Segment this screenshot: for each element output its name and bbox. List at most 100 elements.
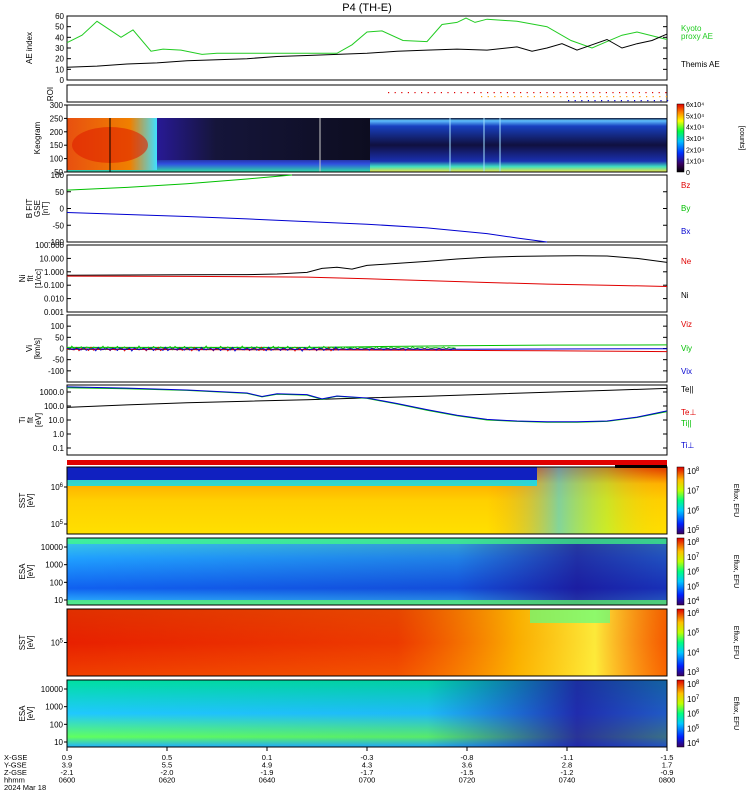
roi-point [660, 100, 662, 102]
velocity-noise-2 [66, 346, 456, 352]
roi-point [625, 92, 627, 94]
ae-ytick-label: 0 [60, 76, 65, 85]
esa-eflux-1-colorbar-tick: 107 [687, 553, 700, 562]
roi-point [579, 92, 581, 94]
x-tick-label: 2.8 [562, 761, 572, 770]
x-tick-label: 4.3 [362, 761, 372, 770]
temperature-ytick-label: 100.0 [44, 402, 65, 411]
bfield-legend-1: By [681, 204, 690, 213]
roi-point [574, 100, 576, 102]
velocity-ytick-label: 50 [55, 333, 64, 342]
figure-title: P4 (TH-E) [342, 2, 392, 14]
svg-text:SST: SST [18, 493, 27, 509]
x-row-label: X-GSE [4, 753, 27, 762]
esa-eflux-2-ytick-label: 10 [54, 738, 63, 747]
density-plot: 0.001 0.010 0.100 1.000 10.000 100.000 [35, 241, 668, 317]
keogram-ylabel: Keogram [33, 121, 42, 154]
roi-point [500, 96, 502, 98]
x-tick-label: 0700 [359, 776, 376, 785]
esa-eflux-1-colorbar-label: Eflux, EFU [732, 555, 739, 588]
roi-point [407, 92, 409, 94]
bfield-legend-0: Bz [681, 181, 690, 190]
x-row-label: 2024 Mar 18 [4, 783, 46, 792]
x-tick-label: 0640 [259, 776, 276, 785]
velocity-legend-0: Viz [681, 320, 692, 329]
density-ytick-label: 10.000 [40, 254, 65, 263]
esa-eflux-1-colorbar-tick: 108 [687, 538, 700, 547]
roi-point [487, 92, 489, 94]
keogram-colorbar-tick: 2x10⁴ [686, 147, 704, 154]
roi-point [626, 96, 628, 98]
ae-ytick-label: 50 [55, 23, 64, 32]
roi-point [652, 96, 654, 98]
velocity-ytick-label: -50 [52, 356, 64, 365]
sst-eflux-2-colorbar-tick: 106 [687, 609, 700, 618]
roi-point [572, 92, 574, 94]
roi-point [559, 92, 561, 94]
keogram-axis: 5010015020025030001x10⁴2x10⁴3x10⁴4x10⁴5x… [50, 101, 705, 177]
esa-eflux-2-heatmap [66, 679, 668, 748]
svg-text:Keogram: Keogram [33, 121, 42, 154]
temperature-legend-1: Te⊥ [681, 408, 696, 417]
sst-eflux-2-colorbar-tick: 105 [687, 629, 700, 638]
ae-series-themis-ae [66, 33, 668, 68]
ae-series-kyoto-proxy-ae [66, 17, 668, 55]
bfield-legend-2: Bx [681, 227, 690, 236]
roi-point [506, 92, 508, 94]
keogram-colorbar-tick: 1x10⁴ [686, 159, 704, 166]
x-tick-label: 4.9 [262, 761, 272, 770]
sst-eflux-2-ylabel: SST [eV] [18, 635, 35, 651]
ae-panel-frame [66, 15, 668, 81]
sst-eflux-1-axis: 105 106 105 106 107 108 [51, 467, 700, 535]
esa-eflux-2-colorbar [676, 679, 685, 748]
x-tick-label: 0.9 [62, 753, 72, 762]
roi-point [627, 100, 629, 102]
roi-point [645, 92, 647, 94]
x-tick-label: -1.5 [661, 753, 674, 762]
x-tick-label: 0600 [59, 776, 76, 785]
density-series-ne [66, 275, 668, 287]
esa-eflux-1-ytick-label: 1000 [45, 561, 63, 570]
roi-point [460, 92, 462, 94]
bfield-series-bx [66, 212, 548, 243]
roi-point [481, 96, 483, 98]
roi-point [580, 96, 582, 98]
roi-point [520, 96, 522, 98]
ae-ytick-label: 40 [55, 33, 64, 42]
roi-point [607, 100, 609, 102]
sst-eflux-2-axis: 105 103 104 105 106 [51, 609, 700, 677]
sst-eflux-2-colorbar-tick: 104 [687, 648, 700, 657]
keogram-colorbar-label: [counts] [738, 126, 745, 151]
roi-point [500, 92, 502, 94]
temperature-legend-0: Te|| [681, 385, 694, 394]
esa-eflux-2-ytick-label: 100 [50, 720, 64, 729]
roi-point [593, 96, 595, 98]
keogram-ytick-label: 200 [50, 128, 64, 137]
esa-eflux-1-colorbar [676, 537, 685, 606]
velocity-ytick-label: 0 [60, 345, 65, 354]
x-tick-label: 5.5 [162, 761, 172, 770]
sst-eflux-1-ylabel: SST [eV] [18, 493, 35, 509]
roi-plot [388, 92, 669, 102]
roi-point [594, 100, 596, 102]
x-tick-label: -1.1 [561, 753, 574, 762]
velocity-legend-2: Vix [681, 367, 692, 376]
keogram-ytick-label: 300 [50, 101, 64, 110]
roi-point [652, 92, 654, 94]
velocity-ylabel: Vi [km/s] [25, 338, 42, 359]
roi-point [533, 92, 535, 94]
keogram-colorbar-tick: 6x10⁴ [686, 102, 704, 109]
esa-eflux-1-ytick-label: 100 [50, 578, 64, 587]
density-legend-0: Ne [681, 257, 692, 266]
roi-point [614, 100, 616, 102]
x-tick-label: 0620 [159, 776, 176, 785]
velocity-series-viy [67, 344, 668, 348]
esa-eflux-1-colorbar-tick: 104 [687, 597, 700, 606]
roi-point [560, 96, 562, 98]
roi-point [394, 92, 396, 94]
esa-eflux-2-colorbar-tick: 107 [687, 695, 700, 704]
roi-point [659, 96, 661, 98]
roi-point [568, 100, 570, 102]
